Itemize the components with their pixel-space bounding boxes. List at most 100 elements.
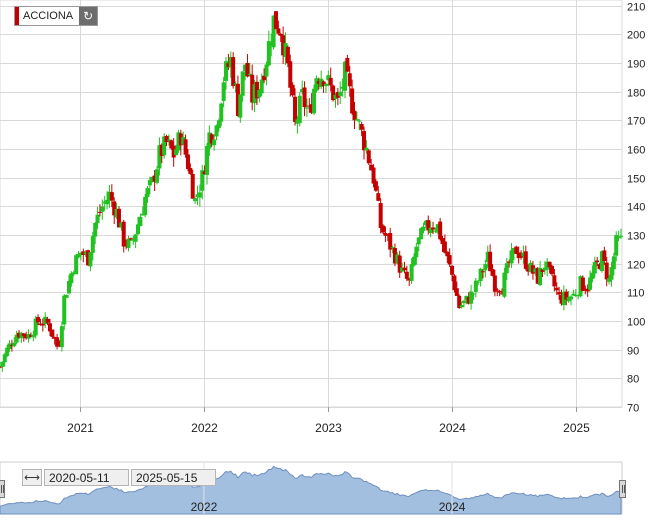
candle xyxy=(214,124,219,141)
candle xyxy=(595,256,600,267)
candle xyxy=(107,184,112,208)
candle xyxy=(169,139,174,150)
candle xyxy=(402,261,407,274)
navigator[interactable]: 2022 2024 xyxy=(0,461,623,515)
candle xyxy=(335,88,340,106)
series-legend[interactable]: ACCIONA ↻ xyxy=(14,6,99,26)
candle xyxy=(190,169,195,199)
candle xyxy=(243,64,248,81)
candle xyxy=(516,246,521,264)
candle xyxy=(454,281,459,297)
candle xyxy=(331,84,336,102)
candle xyxy=(383,226,388,243)
candle xyxy=(359,121,364,137)
candle xyxy=(264,61,269,86)
navigator-left-handle[interactable] xyxy=(0,480,5,498)
candle xyxy=(114,203,119,219)
candle xyxy=(43,312,48,329)
candle xyxy=(459,301,464,309)
range-from-input[interactable]: 2020-05-11 xyxy=(44,469,129,486)
candle xyxy=(599,250,604,273)
candle xyxy=(464,295,469,305)
candle xyxy=(86,249,91,266)
candle xyxy=(526,264,531,276)
candle xyxy=(557,286,562,300)
candle xyxy=(183,134,188,158)
candle xyxy=(490,264,495,277)
candle xyxy=(112,197,117,225)
candle xyxy=(71,270,76,277)
navigator-right-handle[interactable] xyxy=(619,480,626,498)
candle xyxy=(614,231,619,262)
candle xyxy=(500,288,505,295)
candle xyxy=(100,199,105,220)
candle xyxy=(245,54,250,78)
candle xyxy=(478,267,483,287)
candle xyxy=(476,279,481,286)
candle xyxy=(376,185,381,202)
candle xyxy=(119,222,124,231)
candle xyxy=(559,289,564,306)
candle xyxy=(28,332,33,338)
candle xyxy=(235,75,240,117)
candle xyxy=(288,54,293,97)
candle xyxy=(378,198,383,234)
y-tick-label: 190 xyxy=(627,59,645,71)
candle xyxy=(95,206,100,229)
candle xyxy=(473,277,478,298)
candle xyxy=(409,258,414,285)
candle xyxy=(423,219,428,228)
candle xyxy=(26,329,31,343)
candle xyxy=(411,253,416,267)
range-arrows-icon[interactable]: ⟷ xyxy=(22,469,42,486)
candle xyxy=(607,274,612,285)
candle xyxy=(17,330,22,339)
candle xyxy=(90,231,95,261)
candle xyxy=(62,294,67,331)
candle xyxy=(9,339,14,352)
range-to-input[interactable]: 2025-05-15 xyxy=(131,469,216,486)
candle xyxy=(571,289,576,296)
candle xyxy=(285,45,290,68)
candle xyxy=(388,227,393,258)
candle xyxy=(262,68,267,84)
series-color-swatch xyxy=(15,7,19,25)
candle xyxy=(404,265,409,281)
candle xyxy=(578,275,583,298)
candle xyxy=(126,235,131,252)
candle xyxy=(540,269,545,277)
candle xyxy=(357,119,362,131)
candle xyxy=(326,70,331,87)
candle xyxy=(152,169,157,192)
candle xyxy=(488,244,493,272)
candle xyxy=(5,344,10,358)
candle xyxy=(547,261,552,274)
candle xyxy=(338,81,343,105)
candle xyxy=(150,176,155,183)
candle xyxy=(492,269,497,297)
candle xyxy=(309,93,314,115)
y-tick-label: 110 xyxy=(627,288,645,300)
x-tick-label: 2024 xyxy=(439,421,466,435)
candle xyxy=(76,250,81,259)
candle xyxy=(121,219,126,253)
candle xyxy=(259,73,264,97)
y-tick-label: 120 xyxy=(627,260,645,272)
candle xyxy=(307,98,312,113)
candle xyxy=(143,193,148,218)
candle xyxy=(300,80,305,95)
candle xyxy=(0,361,5,372)
candle xyxy=(257,88,262,103)
candle xyxy=(347,65,352,97)
candle xyxy=(485,245,490,268)
candle xyxy=(97,204,102,217)
candle xyxy=(395,252,400,265)
candle xyxy=(66,274,71,295)
candle xyxy=(352,101,357,130)
candle xyxy=(297,92,302,127)
refresh-icon[interactable]: ↻ xyxy=(79,7,98,25)
candle xyxy=(385,233,390,242)
y-tick-label: 180 xyxy=(627,88,645,100)
